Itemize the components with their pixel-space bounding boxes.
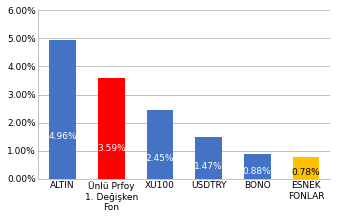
- Text: 3.59%: 3.59%: [97, 144, 126, 153]
- Text: 2.45%: 2.45%: [146, 154, 174, 162]
- Text: 0.88%: 0.88%: [243, 167, 272, 176]
- Text: 4.96%: 4.96%: [48, 132, 77, 141]
- Bar: [147, 110, 173, 179]
- Text: 0.78%: 0.78%: [292, 168, 320, 177]
- Bar: [293, 157, 319, 179]
- Bar: [244, 154, 271, 179]
- Text: 1.47%: 1.47%: [194, 162, 223, 171]
- Bar: [195, 137, 222, 179]
- Bar: [49, 40, 76, 179]
- Bar: [98, 78, 125, 179]
